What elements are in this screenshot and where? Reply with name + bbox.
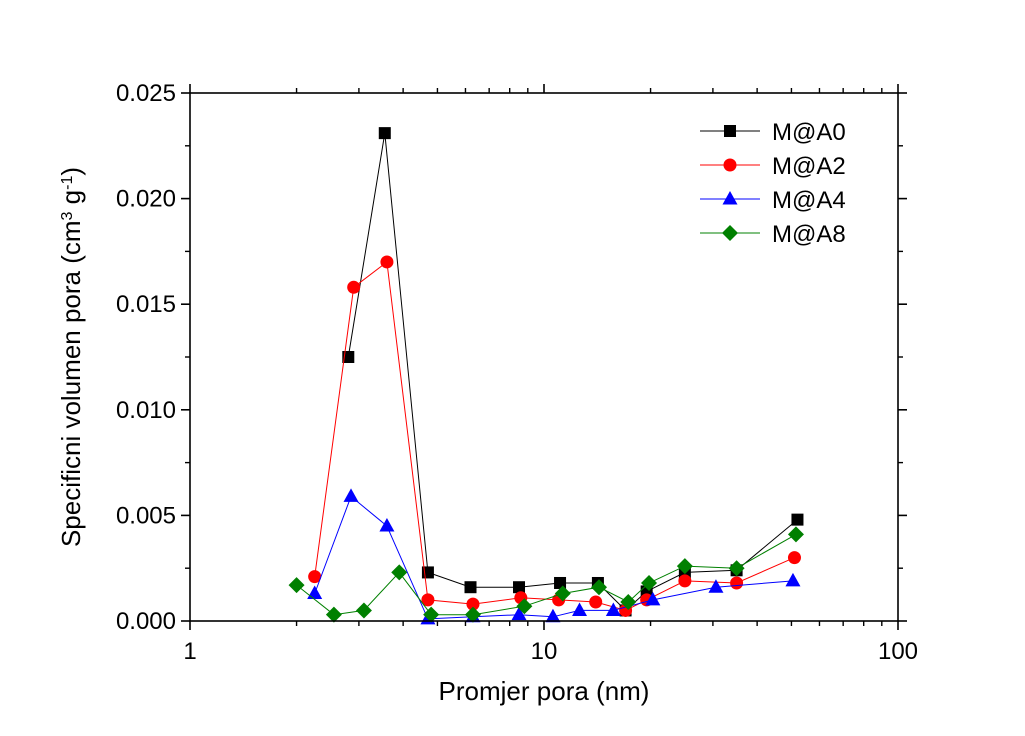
data-point-m-a2: [466, 597, 480, 611]
data-point-m-a2: [421, 593, 435, 607]
x-tick-label: 1: [183, 638, 196, 665]
data-point-m-a2: [787, 551, 801, 565]
y-tick-label: 0.015: [116, 291, 176, 318]
data-point-m-a2: [308, 570, 322, 584]
data-point-m-a8: [641, 574, 658, 591]
x-axis-title: Promjer pora (nm): [439, 676, 650, 706]
data-point-m-a8: [391, 564, 408, 581]
data-point-m-a0: [791, 513, 804, 526]
data-point-m-a4: [605, 602, 621, 616]
y-tick-label: 0.000: [116, 608, 176, 635]
data-point-m-a4: [307, 585, 323, 600]
data-point-m-a8: [355, 602, 372, 619]
data-point-m-a8: [676, 558, 693, 575]
y-tick-label: 0.005: [116, 502, 176, 529]
series-line-m-a8: [296, 533, 797, 616]
legend-label-m-a2: M@A2: [772, 153, 846, 180]
data-point-m-a8: [516, 598, 533, 615]
data-point-m-a4: [545, 608, 561, 623]
data-point-m-a4: [785, 572, 801, 587]
legend-marker-m-a0: [724, 125, 736, 137]
data-point-m-a4: [572, 602, 588, 616]
data-point-m-a2: [589, 595, 603, 609]
data-point-m-a8: [728, 560, 745, 577]
data-point-m-a8: [620, 593, 637, 610]
data-point-m-a4: [379, 517, 395, 532]
y-axis-title-sup-3: 3: [59, 211, 76, 220]
data-point-m-a2: [347, 280, 361, 294]
data-point-m-a2: [678, 574, 692, 588]
y-tick-label: 0.020: [116, 186, 176, 213]
legend-marker-m-a4: [722, 191, 738, 205]
data-point-m-a4: [343, 488, 359, 502]
series-layer: [288, 127, 804, 625]
series-line-m-a0: [347, 133, 798, 612]
axes-layer: 0.000 0.005 0.010 0.015 0.020 0.025 1 10 100: [116, 80, 918, 665]
data-point-m-a4: [645, 591, 661, 606]
data-point-m-a8: [423, 606, 440, 623]
legend-label-m-a8: M@A8: [772, 221, 846, 248]
data-point-m-a8: [554, 585, 571, 602]
y-tick-label: 0.010: [116, 397, 176, 424]
data-point-m-a0: [342, 351, 355, 363]
data-point-m-a8: [325, 606, 342, 623]
y-axis-title-mid: g: [56, 190, 86, 212]
y-axis-title-end: ): [56, 167, 86, 176]
legend-label-m-a4: M@A4: [772, 187, 846, 214]
data-point-m-a8: [787, 526, 804, 543]
y-tick-label: 0.025: [116, 80, 176, 107]
series-line-m-a2: [314, 261, 795, 611]
data-point-m-a4: [511, 606, 527, 621]
data-point-m-a8: [288, 577, 305, 594]
data-point-m-a2: [730, 576, 744, 590]
y-axis-title-main: Specificni volumen pora (cm: [56, 220, 86, 547]
series-line-m-a4: [314, 495, 794, 620]
data-point-m-a8: [464, 606, 481, 623]
legend-label-m-a0: M@A0: [772, 119, 846, 146]
legend: M@A0 M@A2 M@A4 M@A8: [700, 119, 846, 248]
data-point-m-a0: [378, 127, 391, 140]
legend-marker-m-a2: [723, 158, 737, 172]
y-axis-title-sup-neg1: -1: [59, 176, 76, 190]
legend-marker-m-a8: [722, 225, 738, 241]
data-point-m-a2: [380, 255, 394, 269]
x-tick-label: 100: [878, 638, 918, 665]
data-point-m-a4: [708, 579, 724, 593]
data-point-m-a8: [590, 579, 607, 596]
y-axis-title: Specificni volumen pora (cm3 g-1): [56, 167, 86, 547]
x-tick-label: 10: [531, 638, 558, 665]
data-point-m-a0: [513, 581, 526, 594]
data-point-m-a0: [464, 581, 477, 594]
